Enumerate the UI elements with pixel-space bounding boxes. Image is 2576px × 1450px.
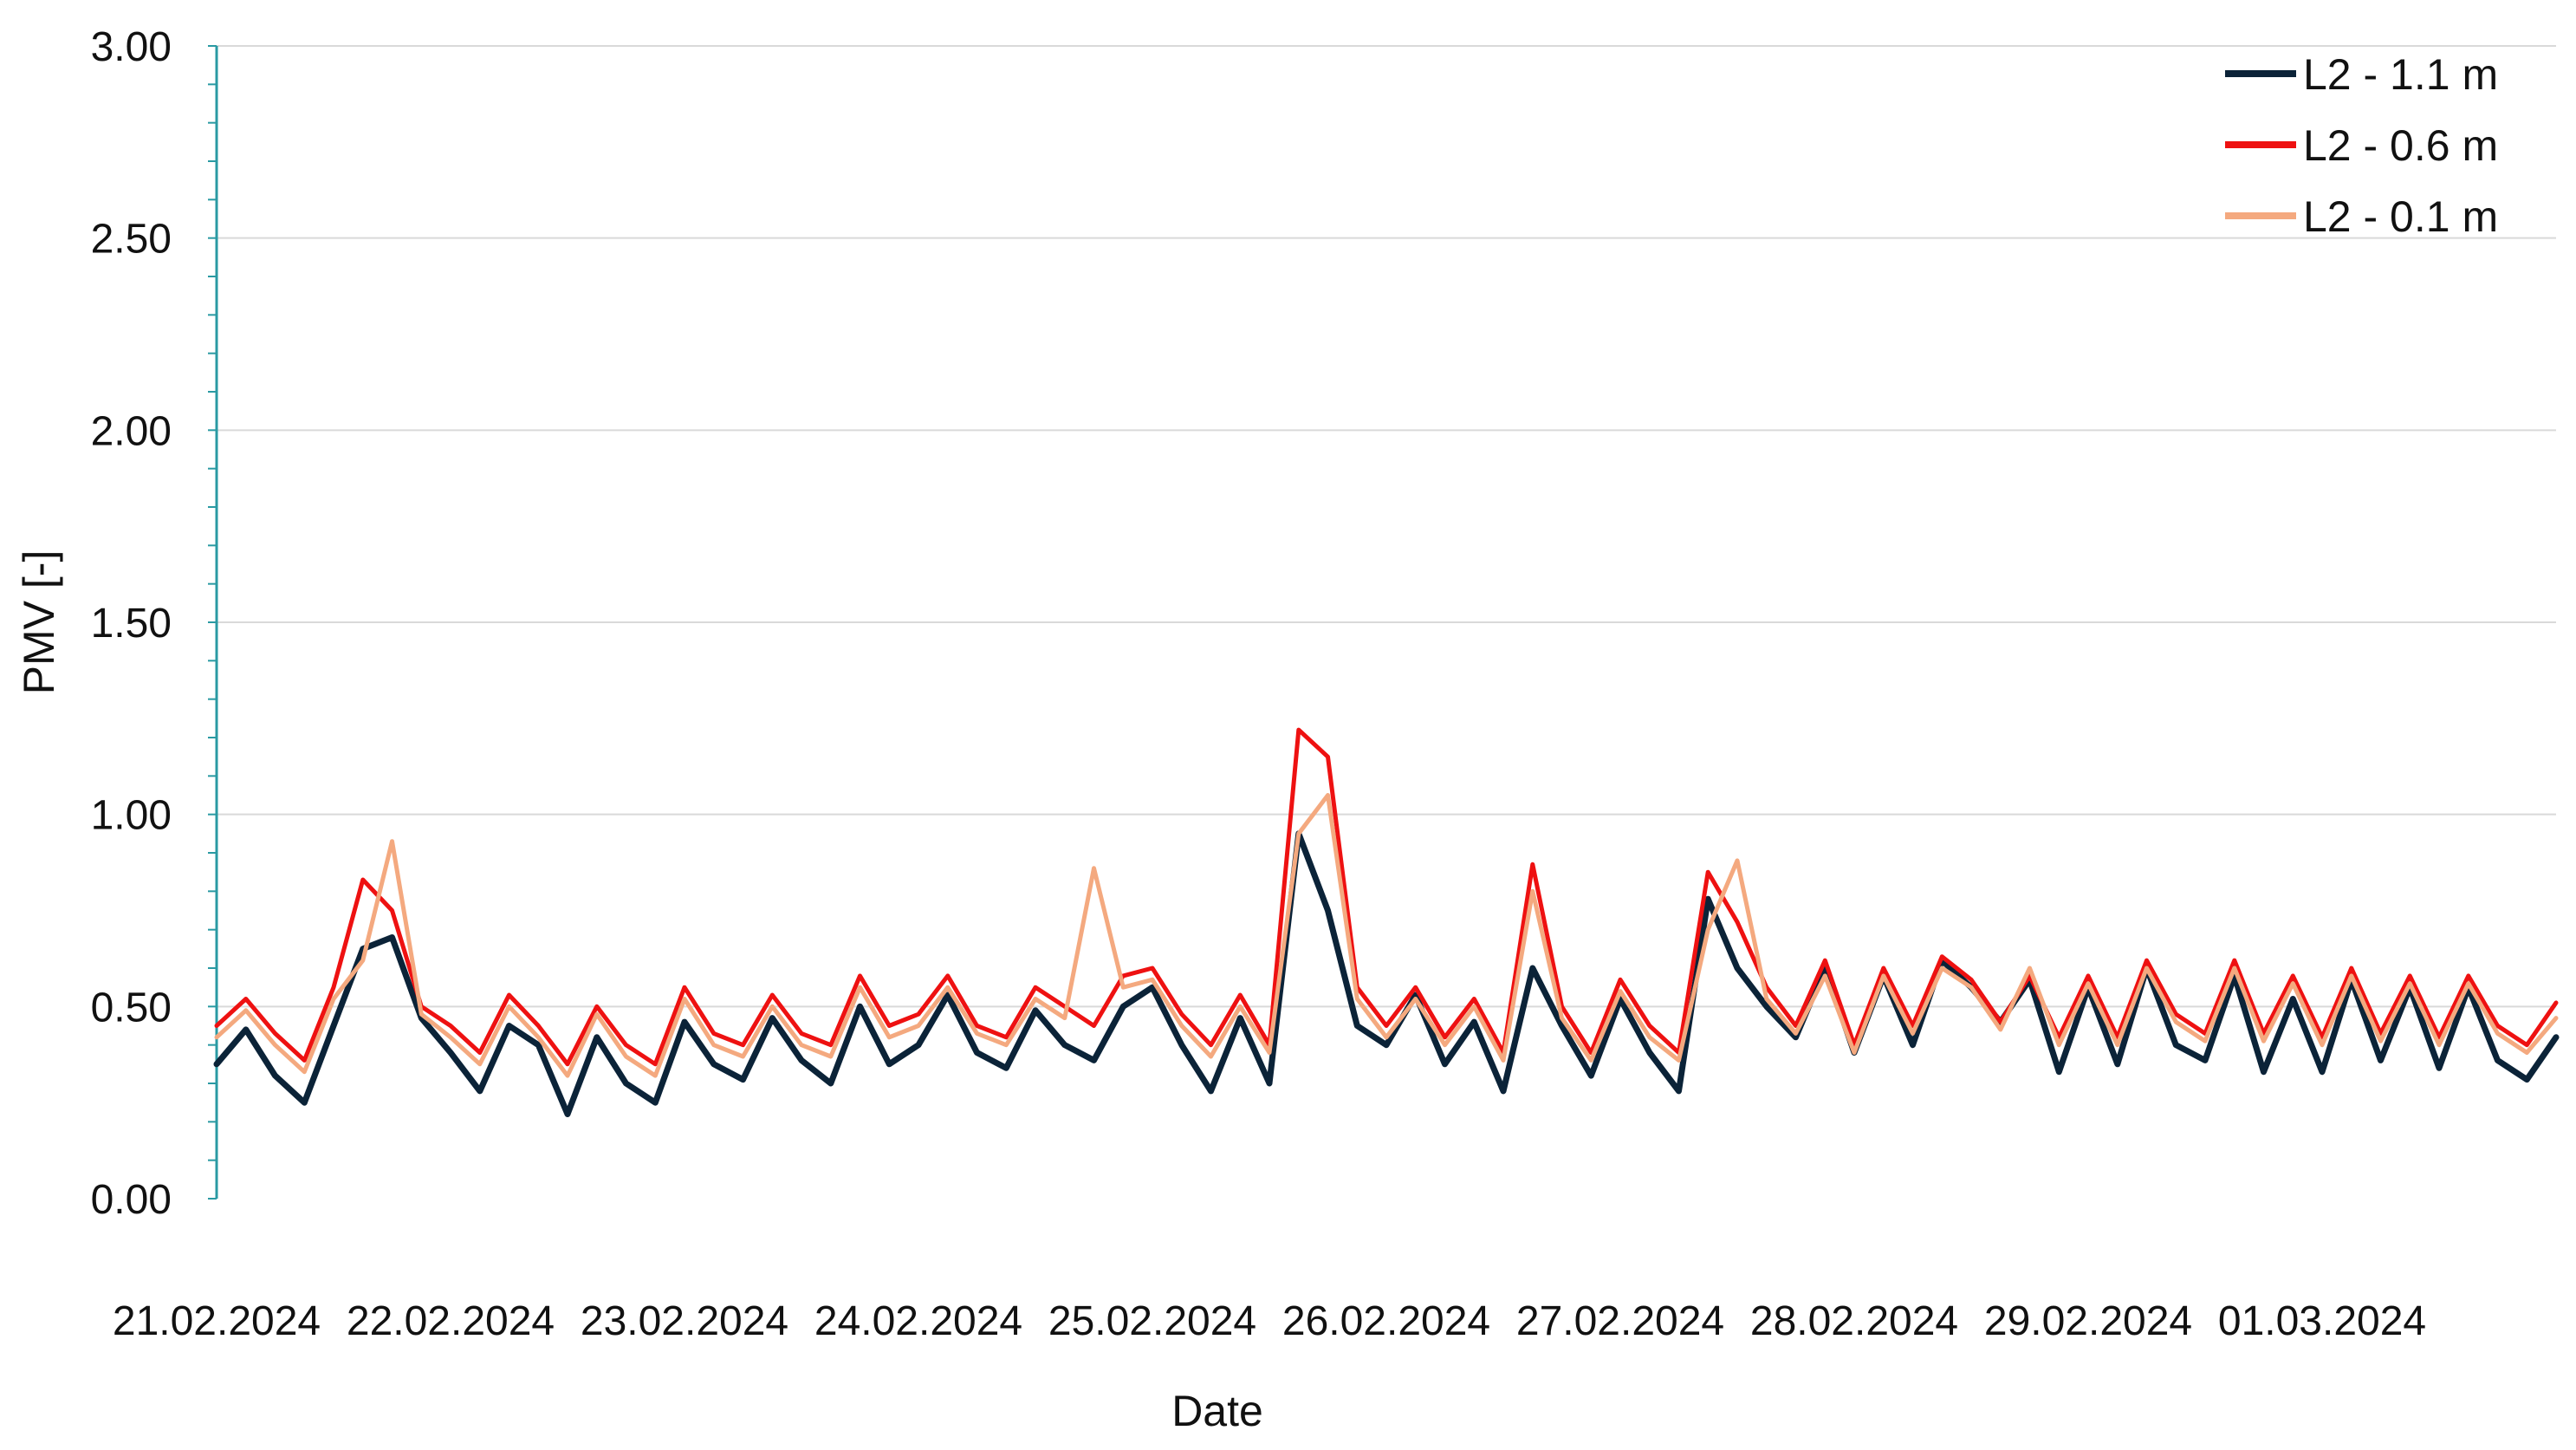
y-tick-label: 1.50 [91,601,172,647]
series-line-1 [213,830,2560,1117]
series-line-2 [214,727,2559,1067]
y-tick-label: 3.00 [91,24,172,70]
x-tick-label: 23.02.2024 [581,1298,788,1344]
x-axis-title: Date [1171,1387,1263,1435]
series-line-3 [214,793,2559,1078]
x-tick-label: 26.02.2024 [1282,1298,1490,1344]
y-tick-label: 1.00 [91,793,172,839]
x-tick-label: 24.02.2024 [814,1298,1022,1344]
x-tick-label: 25.02.2024 [1048,1298,1256,1344]
axes: 0.00 0.50 1.00 1.50 2.00 2.50 3.00 21.02.2024 22… [91,24,2427,1344]
y-tick-label: 0.00 [91,1177,172,1223]
x-tick-label: 27.02.2024 [1516,1298,1724,1344]
x-tick-label: 01.03.2024 [2218,1298,2426,1344]
legend: L2 - 1.1 m L2 - 0.6 m L2 - 0.1 m [2225,50,2498,241]
y-axis-title: PMV [-] [15,550,63,695]
y-tick-label: 0.50 [91,985,172,1031]
legend-label: L2 - 0.6 m [2303,121,2498,170]
legend-label: L2 - 1.1 m [2303,50,2498,99]
y-tick-label: 2.50 [91,217,172,263]
series-lines [213,727,2560,1117]
legend-label: L2 - 0.1 m [2303,192,2498,241]
y-tick-label: 2.00 [91,408,172,454]
gridlines [217,45,2556,1008]
x-tick-label: 21.02.2024 [113,1298,321,1344]
x-tick-label: 22.02.2024 [347,1298,555,1344]
x-tick-label: 29.02.2024 [1984,1298,2192,1344]
x-tick-label: 28.02.2024 [1750,1298,1958,1344]
